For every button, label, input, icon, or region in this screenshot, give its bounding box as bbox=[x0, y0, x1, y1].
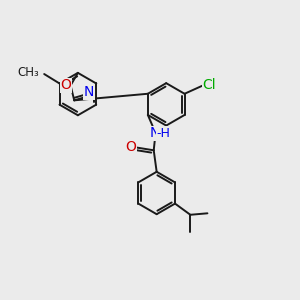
Text: CH₃: CH₃ bbox=[17, 66, 39, 79]
Text: N: N bbox=[150, 126, 160, 140]
Text: Cl: Cl bbox=[202, 78, 216, 92]
Text: O: O bbox=[126, 140, 136, 154]
Text: O: O bbox=[61, 78, 72, 92]
Text: -H: -H bbox=[157, 127, 170, 140]
Text: N: N bbox=[84, 85, 94, 99]
